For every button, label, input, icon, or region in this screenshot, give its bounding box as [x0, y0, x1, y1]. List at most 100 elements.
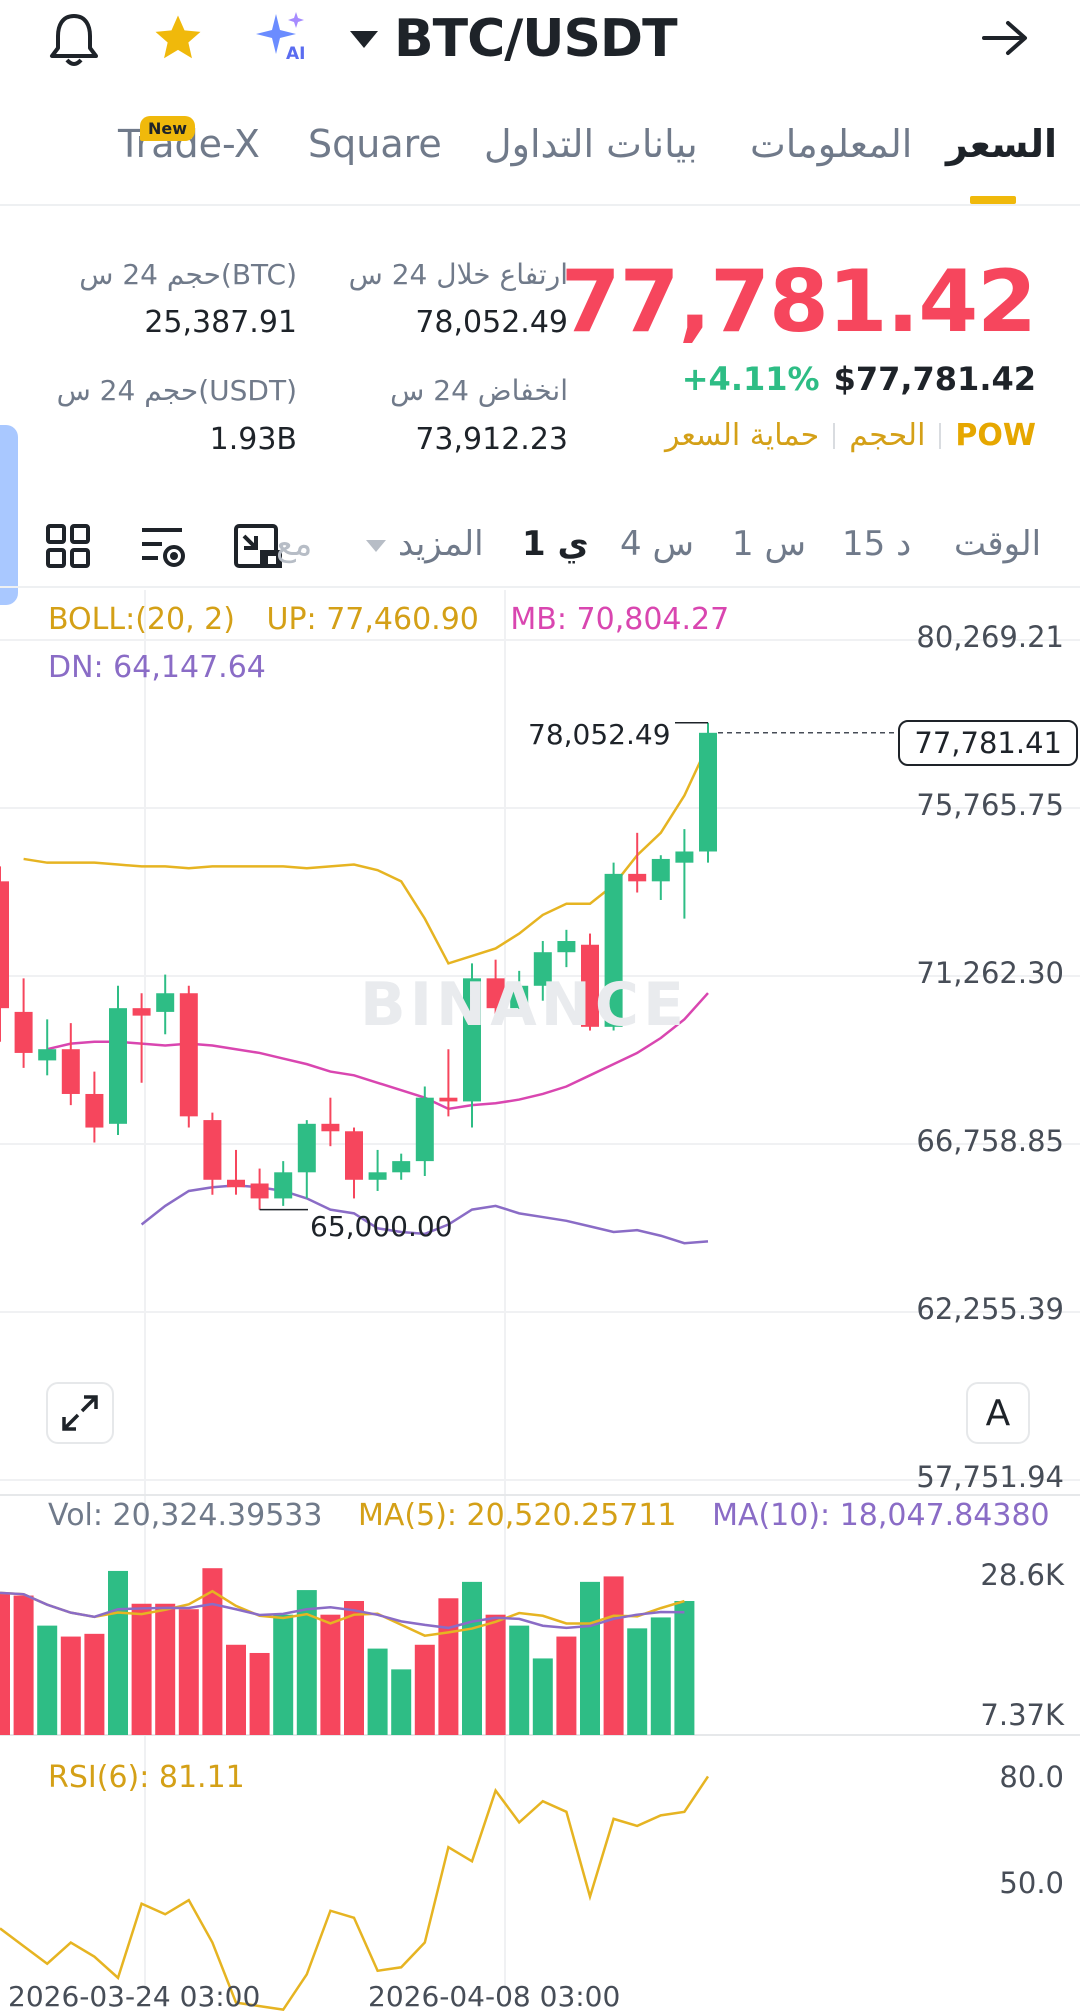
change-percent: +4.11%: [681, 360, 820, 398]
ai-sparkle-icon[interactable]: AI: [252, 8, 312, 68]
expand-chart-button[interactable]: [46, 1382, 114, 1444]
vol-usdt-label: حجم 24 س(USDT): [56, 374, 297, 407]
new-badge: New: [140, 116, 196, 141]
high-24h-label: ارتفاع خلال 24 س: [348, 258, 568, 291]
candle-body: [321, 1123, 340, 1132]
watermark: BINANCE: [360, 970, 688, 1040]
candle-body: [533, 952, 552, 986]
volume-ma10-line: [0, 1591, 685, 1630]
expand-icon: [62, 1395, 98, 1431]
boll-dn: DN: 64,147.64: [48, 650, 266, 685]
candle-body: [250, 1183, 269, 1199]
volume-bar: [627, 1628, 648, 1735]
boll-indicator: BOLL:(20, 2) UP: 77,460.90 MB: 70,804.27: [48, 602, 729, 637]
tab-price[interactable]: السعر: [946, 122, 1058, 166]
candle-body: [368, 1172, 387, 1180]
boll-up: UP: 77,460.90: [266, 602, 479, 637]
bell-icon[interactable]: [44, 8, 104, 68]
volume-ma5-line: [0, 1589, 685, 1637]
tab-info[interactable]: المعلومات: [750, 122, 913, 166]
candle-body: [297, 1123, 316, 1173]
price-chart[interactable]: BINANCE BOLL:(20, 2) UP: 77,460.90 MB: 7…: [0, 590, 1080, 2012]
interval-more[interactable]: المزيد: [366, 524, 484, 564]
pair-selector[interactable]: BTC/USDT: [350, 4, 678, 74]
divider: [833, 422, 836, 449]
interval-time[interactable]: الوقت: [954, 524, 1042, 564]
low-24h-label: انخفاض 24 س: [390, 374, 568, 407]
volume-bar: [155, 1603, 176, 1735]
volume-bar: [414, 1644, 435, 1735]
volume-bar: [438, 1598, 459, 1735]
tag-pow[interactable]: POW: [955, 418, 1036, 453]
candle-body: [699, 732, 717, 852]
coin-tags: حماية السعر الحجم POW: [665, 418, 1036, 453]
volume-bar: [84, 1633, 105, 1735]
auto-scale-button[interactable]: A: [966, 1382, 1030, 1444]
volume-bar: [532, 1658, 553, 1735]
vol-usdt-value: 1.93B: [209, 422, 297, 457]
price-axis-label: 71,262.30: [916, 956, 1064, 990]
volume-bar: [273, 1614, 294, 1735]
boll-up-line: [23, 744, 710, 965]
interval-overflow[interactable]: مع: [276, 524, 313, 564]
boll-mb-line: [46, 992, 709, 1111]
vol-label: Vol: 20,324.39533: [48, 1498, 323, 1533]
candle-body: [675, 851, 694, 863]
vol-ma10: MA(10): 18,047.84380: [712, 1498, 1050, 1533]
indicator-settings-icon[interactable]: [134, 518, 190, 574]
low-mark-label: 65,000.00: [310, 1210, 453, 1243]
candle-body: [486, 978, 505, 1009]
date-label: 2026-04-08 03:00: [368, 1980, 621, 2012]
arrow-right-icon[interactable]: [975, 8, 1035, 68]
grid-layout-icon[interactable]: [40, 518, 96, 574]
volume-bar: [249, 1652, 270, 1735]
boll-label: BOLL:(20, 2): [48, 602, 235, 637]
tag-volume[interactable]: الحجم: [849, 418, 926, 453]
candle-body: [628, 873, 647, 882]
candle-body: [109, 1008, 127, 1124]
interval-15m[interactable]: 15 د: [842, 524, 912, 564]
candle-body: [14, 1011, 33, 1053]
chart-canvas[interactable]: [0, 590, 1080, 2012]
candle-body: [463, 978, 481, 1102]
tab-square[interactable]: Square: [308, 122, 442, 166]
fullscreen-toggle-icon[interactable]: [230, 518, 286, 574]
volume-bar: [37, 1625, 58, 1735]
volume-bar: [320, 1614, 341, 1735]
candle-body: [0, 881, 9, 1009]
price-change: +4.11% $77,781.42: [682, 360, 1036, 398]
current-price-tag: 77,781.41: [898, 720, 1078, 766]
candle-body: [227, 1179, 245, 1188]
price-axis-label: 62,255.39: [916, 1292, 1064, 1326]
interval-1d[interactable]: 1 ي: [522, 524, 589, 564]
side-drawer-handle[interactable]: [0, 425, 18, 605]
boll-mb: MB: 70,804.27: [510, 602, 730, 637]
volume-bar: [226, 1644, 246, 1735]
tag-price-protection[interactable]: حماية السعر: [664, 418, 820, 453]
price-axis-label: 80,269.21: [916, 620, 1064, 654]
volume-bar: [344, 1601, 364, 1735]
volume-bar: [603, 1576, 624, 1735]
candle-body: [557, 941, 576, 953]
interval-4h[interactable]: 4 س: [620, 524, 694, 564]
vol-btc-value: 25,387.91: [144, 305, 297, 340]
divider: [939, 422, 942, 449]
star-icon[interactable]: [148, 8, 208, 68]
tab-trading-data[interactable]: بيانات التداول: [484, 122, 698, 166]
volume-bar: [0, 1592, 10, 1735]
candle-body: [392, 1161, 411, 1173]
candle-body: [61, 1049, 80, 1094]
top-bar: AI BTC/USDT: [0, 0, 1080, 90]
active-tab-indicator: [970, 196, 1016, 204]
rsi-axis-label: 50.0: [999, 1866, 1064, 1900]
vol-btc-label: حجم 24 س(BTC): [79, 258, 297, 291]
volume-bar: [650, 1617, 671, 1735]
candle-body: [345, 1131, 363, 1180]
candle-body: [439, 1097, 458, 1102]
ai-label: AI: [286, 44, 306, 64]
interval-1h[interactable]: 1 س: [732, 524, 806, 564]
price-axis-label: 57,751.94: [916, 1460, 1064, 1494]
volume-axis-label: 28.6K: [980, 1558, 1064, 1592]
price-axis-label: 66,758.85: [916, 1124, 1064, 1158]
rsi-line: [0, 1775, 710, 2012]
